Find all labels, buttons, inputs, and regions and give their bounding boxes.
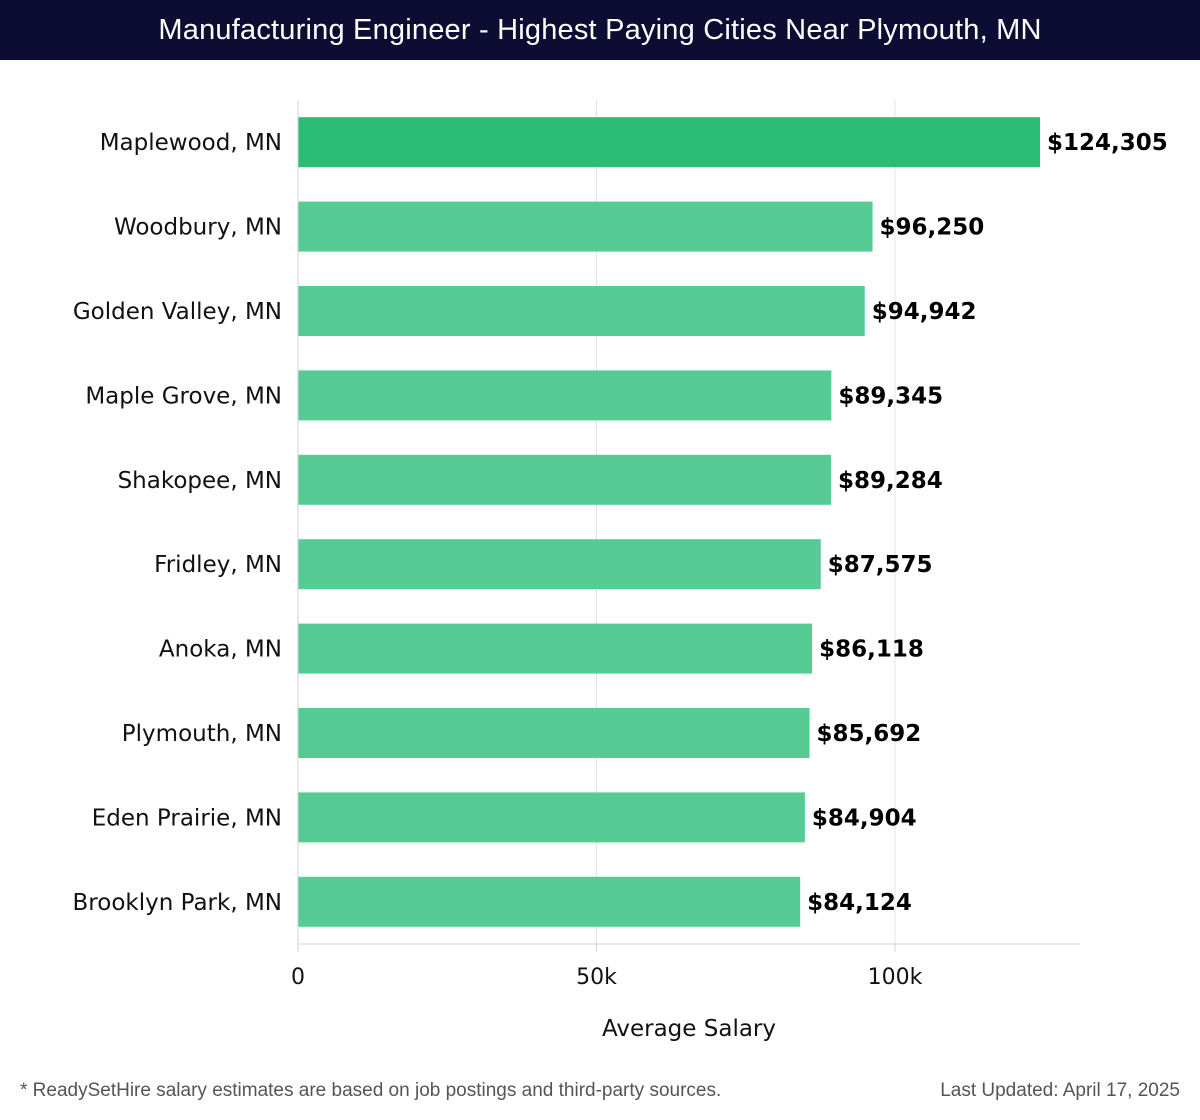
- data-label: $94,942: [872, 299, 977, 325]
- category-label: Fridley, MN: [154, 552, 282, 578]
- data-label: $96,250: [880, 215, 985, 241]
- bar: [298, 623, 813, 674]
- category-label: Maple Grove, MN: [85, 383, 282, 409]
- bar: [298, 286, 865, 336]
- data-label: $84,124: [807, 890, 912, 916]
- bar: [298, 117, 1041, 168]
- category-label: Brooklyn Park, MN: [73, 890, 282, 916]
- bar: [298, 539, 821, 590]
- bar: [298, 454, 831, 505]
- category-label: Maplewood, MN: [100, 130, 282, 156]
- data-label: $124,305: [1047, 130, 1168, 156]
- data-label: $85,692: [817, 721, 922, 747]
- bar: [298, 708, 810, 758]
- x-axis-title: Average Salary: [602, 1016, 776, 1042]
- bar: [298, 201, 873, 252]
- data-label: $86,118: [819, 637, 924, 663]
- x-tick-label: 100k: [868, 965, 923, 990]
- category-label: Golden Valley, MN: [73, 299, 282, 325]
- footer-last-updated: Last Updated: April 17, 2025: [940, 1080, 1180, 1101]
- data-label: $89,284: [838, 468, 943, 494]
- bar: [298, 876, 801, 927]
- bar-chart: Maplewood, MN $124,305 Woodbury, MN $96,250…: [73, 100, 1168, 1042]
- category-label: Shakopee, MN: [118, 468, 282, 494]
- data-label: $84,904: [812, 805, 917, 831]
- chart-title-banner: Manufacturing Engineer - Highest Paying …: [0, 0, 1200, 60]
- bar: [298, 792, 805, 843]
- bar: [298, 370, 832, 421]
- footer-disclaimer: * ReadySetHire salary estimates are base…: [20, 1080, 722, 1101]
- category-label: Eden Prairie, MN: [92, 805, 282, 831]
- x-tick-label: 0: [291, 965, 305, 990]
- chart-title: Manufacturing Engineer - Highest Paying …: [158, 13, 1042, 46]
- category-label: Plymouth, MN: [122, 721, 282, 747]
- x-tick-label: 50k: [576, 965, 617, 990]
- category-label: Anoka, MN: [159, 637, 282, 663]
- category-label: Woodbury, MN: [114, 215, 282, 241]
- data-label: $89,345: [838, 383, 943, 409]
- data-label: $87,575: [828, 552, 933, 578]
